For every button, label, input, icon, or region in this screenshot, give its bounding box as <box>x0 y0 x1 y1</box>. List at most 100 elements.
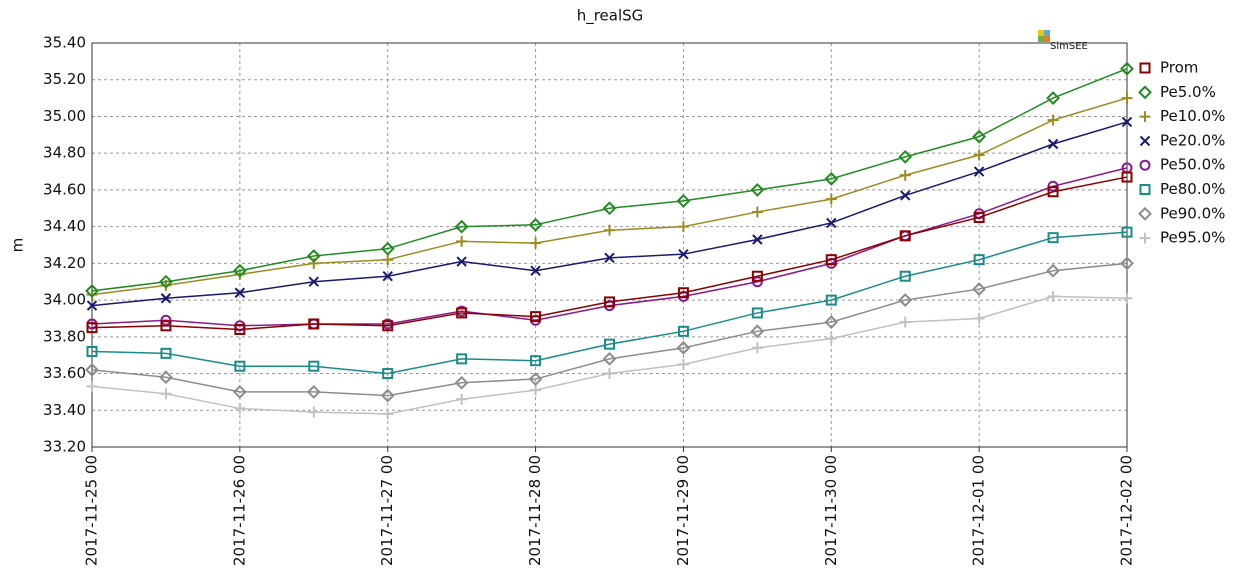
marker <box>530 237 542 249</box>
marker <box>751 276 763 288</box>
marker <box>454 219 469 234</box>
marker <box>898 293 913 308</box>
marker <box>530 384 542 396</box>
marker <box>1138 206 1152 221</box>
y-tick-label: 35.20 <box>43 70 86 88</box>
marker <box>456 307 468 319</box>
marker <box>1121 171 1133 183</box>
y-axis-label: m <box>9 238 27 253</box>
legend-item: Prom <box>1139 59 1198 77</box>
marker <box>1121 292 1133 304</box>
marker <box>1121 226 1133 238</box>
marker <box>382 368 394 380</box>
marker <box>530 265 541 276</box>
chart-title: h_realSG <box>577 7 644 26</box>
marker <box>382 320 394 332</box>
legend-label: Pe95.0% <box>1160 229 1225 247</box>
y-tick-label: 35.00 <box>43 107 86 125</box>
marker <box>750 324 765 339</box>
marker <box>1047 186 1059 198</box>
y-tick-label: 34.00 <box>43 291 86 309</box>
marker <box>602 351 617 366</box>
marker <box>604 252 615 264</box>
marker <box>234 360 246 372</box>
marker <box>900 190 911 201</box>
marker <box>160 347 172 359</box>
marker <box>306 384 321 399</box>
marker <box>232 384 247 399</box>
marker <box>380 241 395 256</box>
marker <box>160 314 172 326</box>
marker <box>973 166 985 177</box>
legend-item: Pe20.0% <box>1139 131 1225 149</box>
logo: SimSEE <box>1038 30 1088 52</box>
marker <box>899 169 911 181</box>
marker <box>604 296 615 308</box>
x-tick-label: 2017-11-26 00 <box>230 455 248 566</box>
marker <box>1046 91 1060 106</box>
marker <box>160 293 172 304</box>
marker <box>1138 85 1152 100</box>
y-tick-label: 34.60 <box>43 180 86 198</box>
marker <box>1120 256 1134 271</box>
marker <box>159 274 173 289</box>
marker <box>454 375 469 390</box>
x-tick-label: 2017-12-02 00 <box>1118 455 1136 566</box>
legend-item: Pe90.0% <box>1138 204 1225 222</box>
marker <box>972 129 987 144</box>
legend-label: Pe80.0% <box>1160 180 1225 198</box>
marker <box>1121 92 1133 104</box>
plot-frame <box>91 42 1128 448</box>
marker <box>825 254 837 266</box>
marker <box>85 362 99 377</box>
marker <box>1047 138 1059 150</box>
marker <box>898 149 913 164</box>
marker <box>86 322 98 334</box>
x-tick-label: 2017-12-01 00 <box>970 455 988 566</box>
x-tick-label: 2017-11-30 00 <box>822 455 840 566</box>
marker <box>86 289 98 301</box>
marker <box>750 182 765 197</box>
marker <box>160 388 172 400</box>
legend-label: Pe90.0% <box>1160 204 1225 222</box>
marker <box>456 393 468 405</box>
legend-item: Pe80.0% <box>1139 180 1225 198</box>
marker <box>751 307 763 319</box>
marker <box>308 257 320 269</box>
legend-label: Prom <box>1160 59 1198 77</box>
marker <box>159 370 173 385</box>
marker <box>677 358 689 370</box>
x-tick-label: 2017-11-28 00 <box>526 455 544 566</box>
marker <box>677 325 689 337</box>
marker <box>456 235 468 247</box>
marker <box>1047 232 1059 244</box>
marker <box>528 372 543 386</box>
marker <box>973 211 985 223</box>
y-tick-label: 35.40 <box>43 34 86 52</box>
x-tick-label: 2017-11-25 00 <box>83 455 101 566</box>
marker <box>826 217 837 229</box>
marker <box>308 276 319 287</box>
y-tick-label: 33.80 <box>43 327 86 345</box>
marker <box>973 149 985 161</box>
watermark: SimSEE <box>1050 41 1088 52</box>
y-tick-label: 34.40 <box>43 217 86 235</box>
marker <box>676 340 691 355</box>
marker <box>382 408 394 420</box>
legend-label: Pe10.0% <box>1160 107 1225 125</box>
marker <box>899 270 911 282</box>
marker <box>530 355 542 367</box>
y-tick-label: 34.80 <box>43 144 86 162</box>
marker <box>1139 62 1151 74</box>
marker <box>234 323 246 335</box>
marker <box>308 360 320 372</box>
marker <box>456 256 467 267</box>
marker <box>1139 232 1151 244</box>
marker <box>825 333 837 345</box>
marker <box>1047 114 1059 126</box>
marker <box>825 193 837 205</box>
legend-item: Pe10.0% <box>1139 107 1225 125</box>
marker <box>678 248 689 260</box>
marker <box>456 353 468 365</box>
